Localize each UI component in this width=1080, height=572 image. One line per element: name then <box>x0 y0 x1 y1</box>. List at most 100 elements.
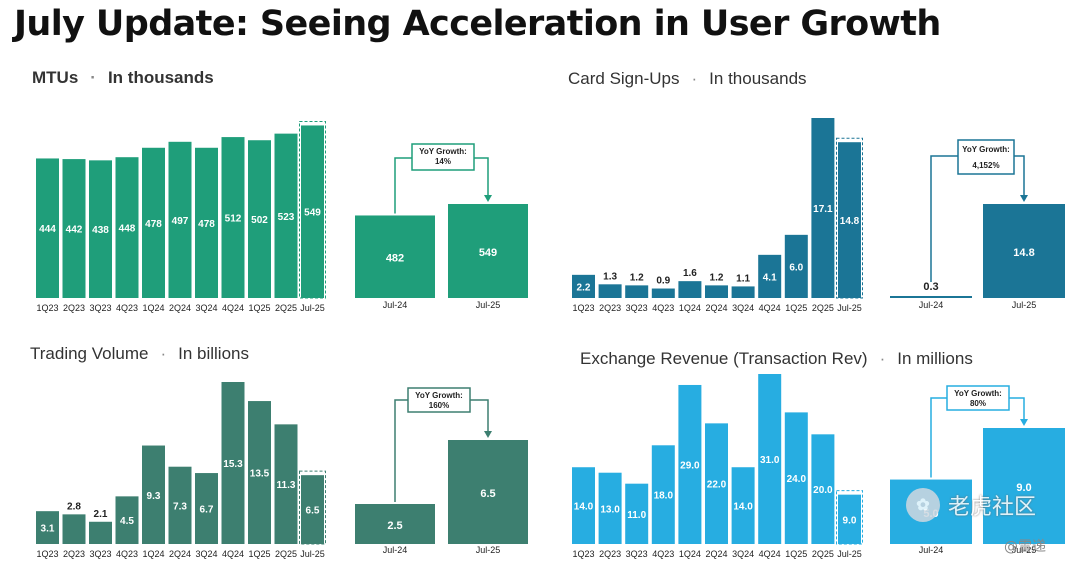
card-unit-text: In thousands <box>709 69 807 88</box>
yoy-connector-left-0 <box>394 157 412 214</box>
bar-label-1-2: 1.2 <box>630 272 644 283</box>
cat-label-3-0: 1Q23 <box>572 549 594 559</box>
cat-label-0-9: 2Q25 <box>275 303 297 313</box>
watermark-text: 老虎社区 <box>948 495 1037 520</box>
exchange-unit-text: In millions <box>897 349 973 368</box>
yoy-cat-0-1: Jul-25 <box>476 300 501 310</box>
bar-3-6 <box>731 467 755 544</box>
yoy-connector-right-2 <box>470 399 489 432</box>
bar-label-3-8: 24.0 <box>787 474 807 485</box>
page-title: July Update: Seeing Acceleration in User… <box>14 4 941 44</box>
yoy-bar-0-1 <box>448 204 528 298</box>
yoy-arrowhead-0 <box>484 195 492 202</box>
cat-label-1-2: 3Q23 <box>626 303 648 313</box>
bar-1-5 <box>705 285 728 298</box>
bar-label-3-6: 14.0 <box>733 502 753 513</box>
yoy-arrowhead-2 <box>484 431 492 438</box>
bar-highlight-2 <box>299 470 326 545</box>
cat-label-3-6: 3Q24 <box>732 549 754 559</box>
watermark-sub: @雷递 <box>1004 539 1046 555</box>
bar-2-10 <box>301 475 324 544</box>
bar-1-1 <box>598 284 622 298</box>
cat-label-0-7: 4Q24 <box>222 303 244 313</box>
cat-label-0-2: 3Q23 <box>89 303 111 313</box>
yoy-connector-right-0 <box>474 157 489 196</box>
yoy-value-1-0: 0.3 <box>923 281 938 293</box>
yoy-connector-left-3 <box>930 397 947 478</box>
yoy-label-3: YoY Growth: <box>954 389 1002 398</box>
yoy-connector-right-3 <box>1009 397 1025 420</box>
yoy-cat-3-0: Jul-24 <box>919 545 944 555</box>
cat-label-2-2: 3Q23 <box>89 549 111 559</box>
bar-0-10 <box>301 125 324 298</box>
yoy-growth-1: 4,152% <box>972 161 999 170</box>
bar-label-2-5: 7.3 <box>173 501 187 512</box>
cat-label-2-8: 1Q25 <box>248 549 270 559</box>
yoy-connector-left-1 <box>930 155 958 282</box>
trading-title-text: Trading Volume <box>30 344 149 363</box>
cat-label-3-2: 3Q23 <box>626 549 648 559</box>
cat-label-1-8: 1Q25 <box>785 303 807 313</box>
bar-label-1-0: 2.2 <box>577 282 591 293</box>
yoy-value-0-1: 549 <box>479 247 497 259</box>
trading-unit-text: In billions <box>178 344 249 363</box>
bar-0-4 <box>142 147 165 298</box>
bar-3-10 <box>838 494 861 544</box>
yoy-value-2-0: 2.5 <box>387 520 402 532</box>
cat-label-2-5: 2Q24 <box>169 549 191 559</box>
bar-0-6 <box>195 147 218 298</box>
trading-volume-chart-title: Trading Volume · In billions <box>30 344 249 363</box>
bar-2-8 <box>248 401 271 544</box>
bar-2-1 <box>62 514 86 544</box>
bar-2-7 <box>221 382 245 544</box>
exchange-title-text: Exchange Revenue (Transaction Rev) <box>580 349 868 368</box>
bar-2-3 <box>115 496 139 544</box>
bar-label-1-4: 1.6 <box>683 268 697 279</box>
cat-label-0-5: 2Q24 <box>169 303 191 313</box>
cat-label-0-10: Jul-25 <box>300 303 325 313</box>
bar-3-2 <box>625 483 649 544</box>
yoy-value-2-1: 6.5 <box>480 488 495 500</box>
bar-0-8 <box>248 140 271 298</box>
bar-label-1-1: 1.3 <box>603 271 617 282</box>
bar-0-7 <box>221 137 245 298</box>
yoy-arrowhead-3 <box>1020 419 1028 426</box>
bar-0-5 <box>168 141 192 298</box>
bar-2-2 <box>89 521 112 544</box>
bar-label-3-2: 11.0 <box>627 510 646 521</box>
bar-label-2-6: 6.7 <box>200 505 214 516</box>
cat-label-2-0: 1Q23 <box>36 549 58 559</box>
cat-label-1-10: Jul-25 <box>837 303 862 313</box>
cat-label-3-8: 1Q25 <box>785 549 807 559</box>
card-title-text: Card Sign-Ups <box>568 69 680 88</box>
bar-label-1-9: 17.1 <box>813 204 833 215</box>
bar-highlight-1 <box>836 137 863 299</box>
yoy-bar-2-1 <box>448 440 528 544</box>
bar-label-3-3: 18.0 <box>654 491 674 502</box>
bar-0-3 <box>115 157 139 298</box>
bar-1-6 <box>731 286 755 298</box>
bar-label-0-5: 497 <box>172 216 189 227</box>
cat-label-0-4: 1Q24 <box>142 303 164 313</box>
bar-0-9 <box>274 133 298 298</box>
bar-label-2-8: 13.5 <box>250 469 270 480</box>
bar-label-1-3: 0.9 <box>656 276 670 287</box>
bar-3-9 <box>811 434 835 544</box>
cat-label-1-9: 2Q25 <box>812 303 834 313</box>
bar-label-3-1: 13.0 <box>600 504 620 515</box>
cat-label-1-6: 3Q24 <box>732 303 754 313</box>
bar-label-2-7: 15.3 <box>223 459 243 470</box>
cat-label-0-6: 3Q24 <box>195 303 217 313</box>
yoy-growth-0: 14% <box>435 157 451 166</box>
cat-label-3-5: 2Q24 <box>705 549 727 559</box>
bar-label-0-4: 478 <box>145 219 162 230</box>
bar-label-2-2: 2.1 <box>94 509 108 520</box>
watermark-logo-icon: ✿ <box>906 488 940 522</box>
yoy-label-0: YoY Growth: <box>419 147 467 156</box>
yoy-cat-0-0: Jul-24 <box>383 300 408 310</box>
yoy-box-3 <box>946 385 1010 411</box>
watermark: ✿ 老虎社区 <box>906 488 1036 522</box>
card-signups-chart-title: Card Sign-Ups · In thousands <box>568 69 807 88</box>
bar-3-7 <box>758 374 782 544</box>
